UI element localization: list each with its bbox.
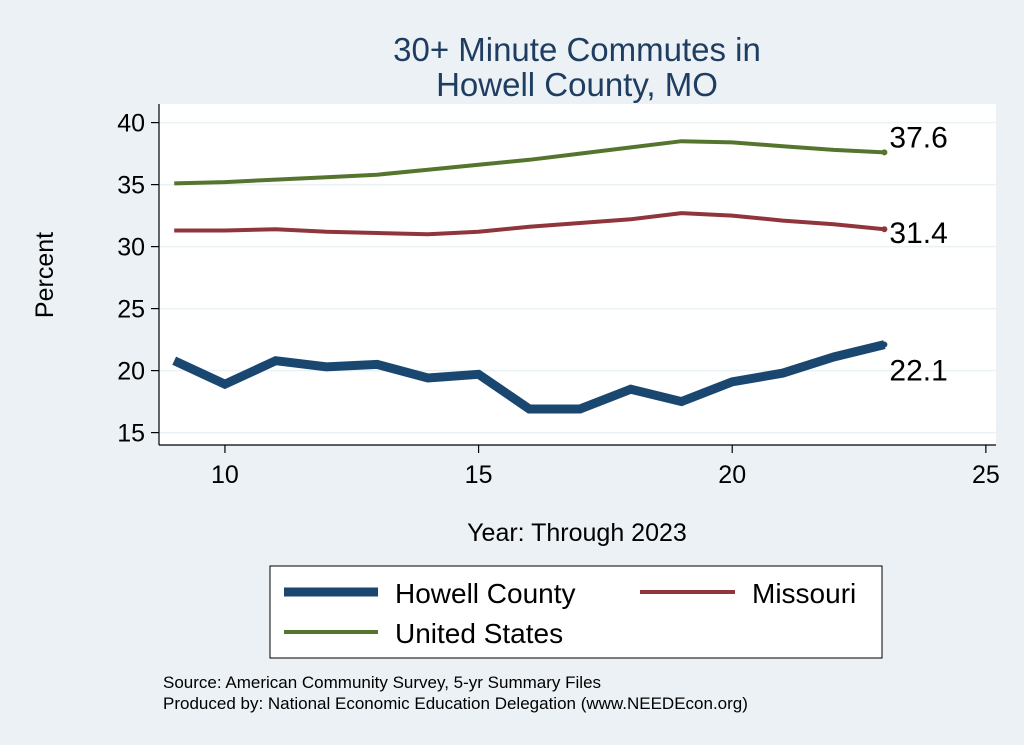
x-tick-label: 10 [211,461,239,489]
chart-title-line-2: Howell County, MO [436,66,718,103]
series-line-united-states [174,139,885,186]
series-end-point-united-states [881,149,888,156]
y-axis-label: Percent [31,232,59,318]
y-tick-label: 40 [117,110,145,138]
y-tick-label: 20 [117,358,145,386]
end-label-missouri: 31.4 [889,217,947,250]
y-tick-label: 25 [117,296,145,324]
x-tick-label: 15 [465,461,493,489]
legend-box [269,565,883,659]
end-labels: 22.1 31.4 37.6 [889,121,947,387]
series-group [172,139,888,414]
legend-label-missouri: Missouri [752,578,856,609]
y-tick-label: 30 [117,234,145,262]
source-note: Source: American Community Survey, 5-yr … [163,673,601,692]
x-tick-label: 20 [718,461,746,489]
series-line-howell-county [172,340,886,414]
series-end-point-howell-county [881,341,888,348]
gridlines [159,121,996,434]
x-axis-label: Year: Through 2023 [467,519,687,547]
series-line-missouri [174,211,885,237]
chart-title-line-1: 30+ Minute Commutes in [393,31,761,68]
series-end-point-missouri [881,226,888,233]
x-tick-label: 25 [972,461,1000,489]
producer-note: Produced by: National Economic Education… [163,694,748,713]
legend: Howell County Missouri United States [269,565,883,659]
end-label-howell-county: 22.1 [889,355,947,388]
y-tick-label: 35 [117,172,145,200]
legend-label-us: United States [395,618,563,649]
plot-area [159,104,996,445]
axes: 15 20 25 30 35 40 10 15 20 25 [117,104,1000,489]
y-tick-label: 15 [117,420,145,448]
legend-label-howell: Howell County [395,578,576,609]
end-label-united-states: 37.6 [889,121,947,154]
